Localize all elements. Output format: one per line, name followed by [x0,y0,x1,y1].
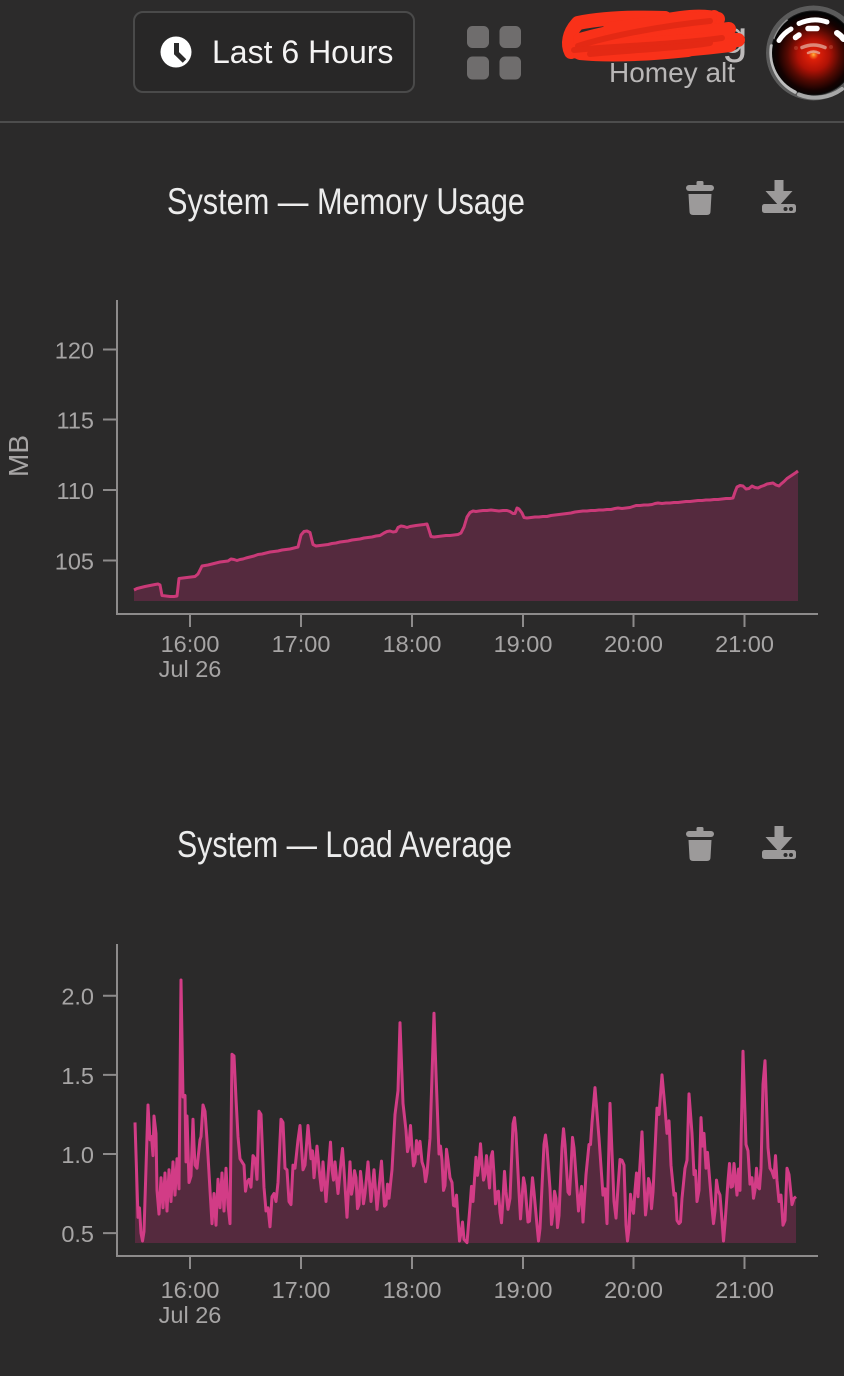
svg-text:17:00: 17:00 [272,1277,331,1303]
svg-text:110: 110 [57,478,94,504]
svg-text:105: 105 [55,549,94,575]
svg-text:19:00: 19:00 [494,631,553,657]
svg-text:17:00: 17:00 [272,631,331,657]
svg-text:21:00: 21:00 [715,1277,774,1303]
svg-text:MB: MB [3,435,34,477]
svg-text:1.0: 1.0 [61,1142,94,1168]
svg-text:Jul 26: Jul 26 [159,1302,222,1328]
svg-text:19:00: 19:00 [494,1277,553,1303]
svg-text:0.5: 0.5 [61,1221,94,1247]
svg-text:16:00: 16:00 [161,1277,220,1303]
svg-text:18:00: 18:00 [383,631,442,657]
svg-text:115: 115 [57,408,94,434]
svg-text:20:00: 20:00 [604,631,663,657]
svg-text:2.0: 2.0 [61,984,94,1010]
svg-text:21:00: 21:00 [715,631,774,657]
svg-text:Jul 26: Jul 26 [159,656,222,682]
svg-text:120: 120 [55,338,94,364]
svg-text:20:00: 20:00 [604,1277,663,1303]
svg-text:16:00: 16:00 [161,631,220,657]
svg-text:1.5: 1.5 [61,1063,94,1089]
svg-text:System — Load Average: System — Load Average [177,824,512,865]
svg-text:System — Memory Usage: System — Memory Usage [167,181,525,222]
svg-text:18:00: 18:00 [383,1277,442,1303]
